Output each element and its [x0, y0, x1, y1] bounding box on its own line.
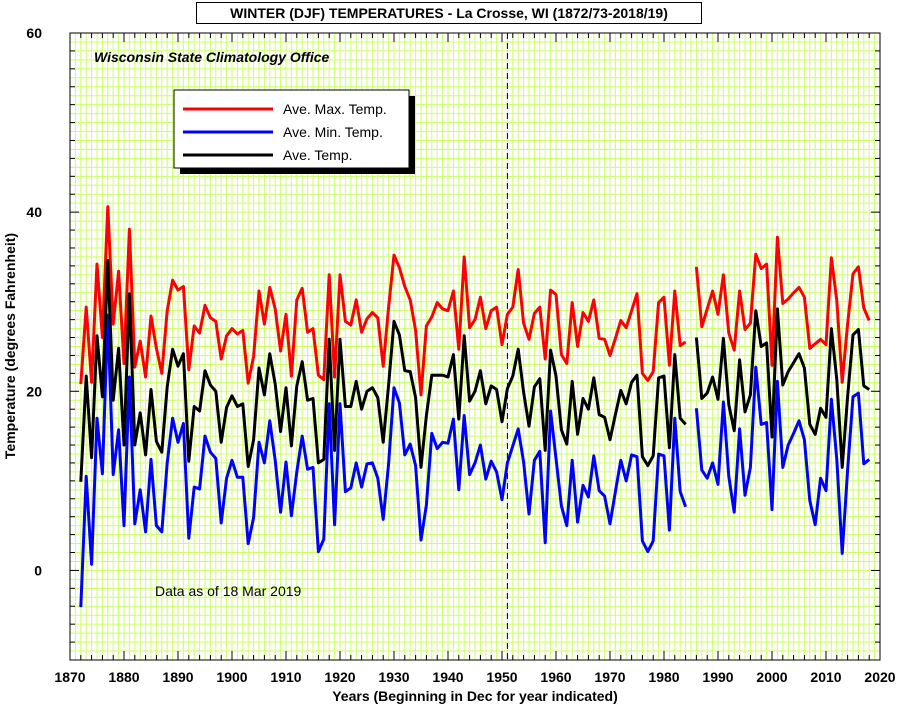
series-lines	[79, 205, 871, 608]
legend: Ave. Max. Temp. Ave. Min. Temp. Ave. Temp.	[173, 89, 415, 174]
series-line-min-segment-1	[79, 313, 688, 608]
y-tick-label: 60	[26, 25, 42, 41]
x-tick-label: 1990	[702, 669, 733, 685]
x-tick-label: 1920	[324, 669, 355, 685]
x-tick-label: 1900	[216, 669, 247, 685]
legend-label: Ave. Temp.	[283, 147, 353, 163]
legend-label: Ave. Min. Temp.	[283, 124, 383, 140]
x-tick-label: 2000	[756, 669, 787, 685]
x-tick-label: 1930	[378, 669, 409, 685]
series-line-avg-segment-2	[694, 307, 871, 469]
x-tick-labels: 1870 1880 1890 1900 1910 1920 1930 1940 1950 1960…	[54, 669, 895, 685]
x-tick-label: 1980	[648, 669, 679, 685]
series-line-avg-segment-1	[79, 259, 687, 482]
legend-label: Ave. Max. Temp.	[283, 101, 387, 117]
y-tick-label: 40	[26, 204, 42, 220]
x-tick-label: 1970	[594, 669, 625, 685]
chart-title: WINTER (DJF) TEMPERATURES - La Crosse, W…	[230, 5, 668, 21]
x-tick-label: 1880	[108, 669, 139, 685]
data-date-annotation: Data as of 18 Mar 2019	[155, 583, 302, 599]
series-line-max-segment-1	[79, 205, 687, 397]
x-tick-label: 1890	[162, 669, 193, 685]
series-line-min-segment-2	[694, 365, 871, 555]
x-tick-label: 1960	[540, 669, 571, 685]
y-axis-label: Temperature (degrees Fahrenheit)	[2, 233, 18, 459]
y-tick-label: 0	[34, 562, 42, 578]
series-line-max-segment-2	[694, 235, 871, 384]
chart-title-box: WINTER (DJF) TEMPERATURES - La Crosse, W…	[196, 2, 702, 24]
x-tick-label: 1910	[270, 669, 301, 685]
axis-ticks	[69, 32, 881, 661]
x-tick-label: 2010	[810, 669, 841, 685]
y-tick-labels: 0 20 40 60	[26, 25, 42, 578]
subtitle: Wisconsin State Climatology Office	[94, 49, 330, 65]
x-tick-label: 2020	[864, 669, 895, 685]
y-tick-label: 20	[26, 383, 42, 399]
x-axis-label: Years (Beginning in Dec for year indicat…	[332, 688, 618, 704]
x-tick-label: 1950	[486, 669, 517, 685]
x-tick-label: 1940	[432, 669, 463, 685]
x-tick-label: 1870	[54, 669, 85, 685]
plot-frame	[69, 32, 881, 661]
